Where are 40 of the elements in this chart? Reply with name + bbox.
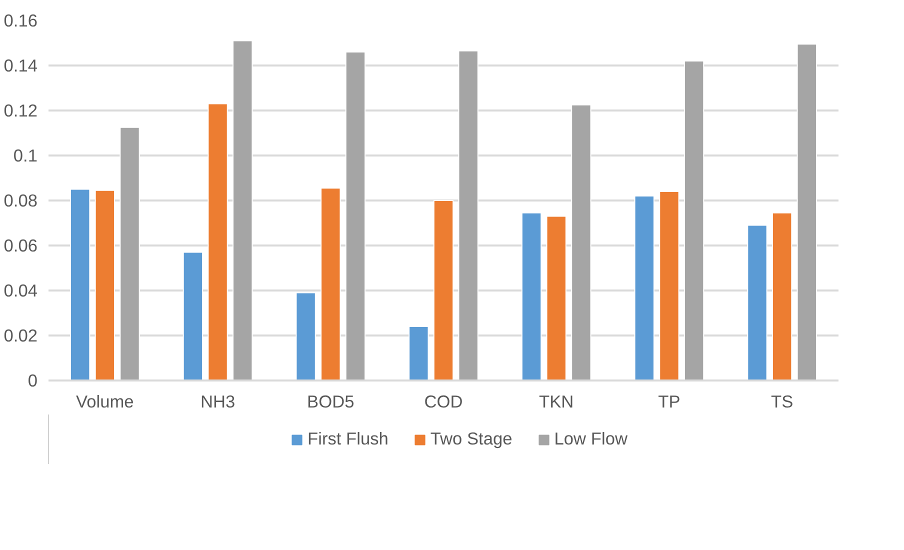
x-tick-label: COD bbox=[424, 392, 463, 412]
bar bbox=[747, 224, 768, 380]
legend-label: First Flush bbox=[308, 428, 388, 450]
y-tick-label: 0.14 bbox=[4, 56, 38, 76]
y-tick-label: 0.08 bbox=[4, 190, 38, 210]
bar bbox=[94, 190, 116, 380]
bar bbox=[571, 104, 592, 380]
y-tick-label: 0.12 bbox=[4, 100, 38, 120]
x-tick-label: NH3 bbox=[200, 392, 236, 412]
bar bbox=[796, 44, 817, 380]
y-tick-label: 0.02 bbox=[4, 326, 38, 346]
x-tick-label: TS bbox=[771, 392, 794, 412]
bar bbox=[772, 212, 792, 380]
y-tick-label: 0.06 bbox=[4, 236, 38, 256]
x-tick-label: TKN bbox=[539, 392, 574, 412]
x-tick-label: BOD5 bbox=[307, 392, 354, 412]
x-tick-label: TP bbox=[658, 392, 680, 412]
bar bbox=[208, 103, 228, 380]
bar bbox=[408, 326, 429, 380]
legend-label: Two Stage bbox=[430, 428, 512, 450]
bar bbox=[182, 252, 204, 380]
bar bbox=[684, 60, 704, 380]
y-tick-label: 0.1 bbox=[13, 146, 38, 166]
bar bbox=[345, 52, 366, 380]
bar bbox=[521, 212, 542, 380]
bar bbox=[232, 40, 253, 380]
y-tick-label: 0.04 bbox=[4, 280, 38, 300]
bar bbox=[433, 200, 454, 380]
y-tick-label: 0 bbox=[28, 370, 38, 390]
bar bbox=[320, 188, 341, 380]
bar bbox=[634, 196, 654, 380]
legend-label: Low Flow bbox=[554, 428, 628, 450]
y-tick-label: 0.16 bbox=[4, 10, 38, 30]
bar bbox=[120, 126, 140, 380]
bar bbox=[70, 188, 90, 380]
x-tick-label: Volume bbox=[76, 392, 134, 412]
bar bbox=[458, 50, 478, 380]
bar bbox=[659, 191, 680, 380]
bar bbox=[546, 216, 566, 380]
bar bbox=[296, 292, 316, 380]
